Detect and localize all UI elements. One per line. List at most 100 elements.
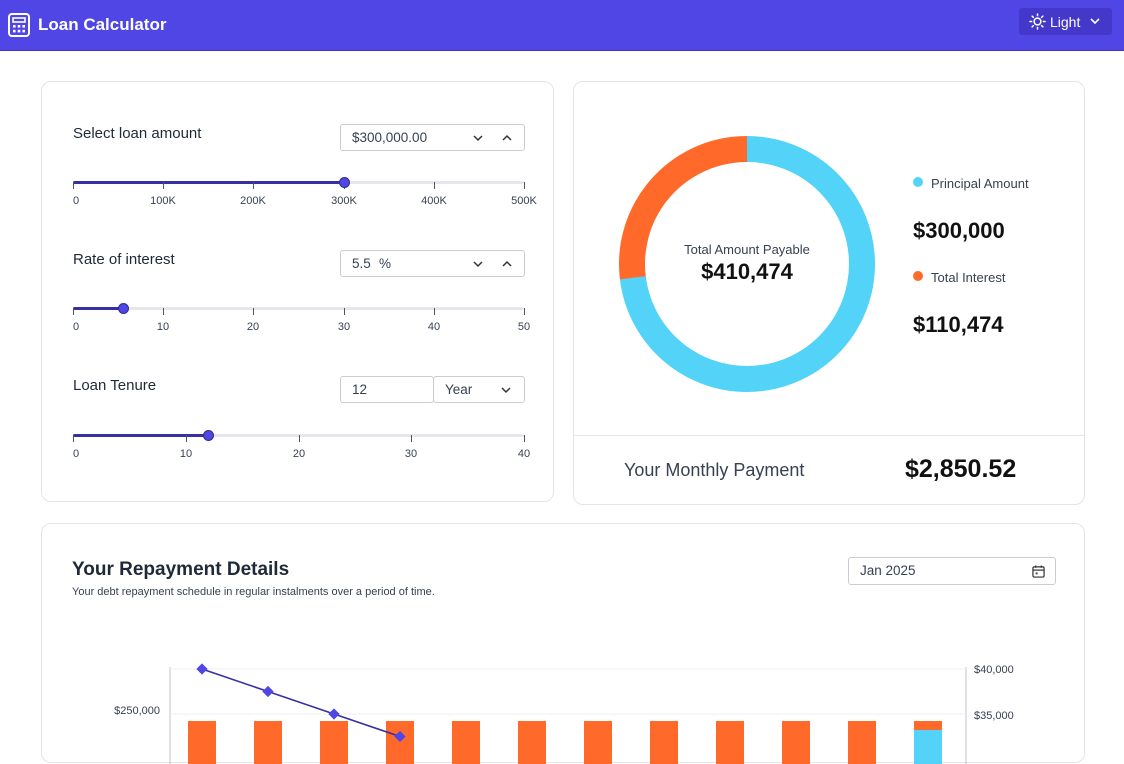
repayment-chart: $250,000 $40,000 $35,000 bbox=[114, 663, 1014, 764]
slider-track[interactable] bbox=[73, 434, 524, 437]
slider-tick bbox=[253, 308, 254, 315]
slider-tick bbox=[299, 435, 300, 442]
tenure-unit-select[interactable]: Year bbox=[433, 376, 525, 403]
bar-interest bbox=[848, 721, 876, 764]
interest-rate-slider[interactable]: 0 10 20 30 40 50 bbox=[72, 303, 530, 339]
interest-legend-dot bbox=[913, 271, 923, 281]
slider-thumb[interactable] bbox=[118, 303, 129, 314]
slider-tick-label: 20 bbox=[246, 321, 260, 333]
repayment-title: Your Repayment Details bbox=[72, 559, 290, 580]
slider-fill bbox=[73, 434, 208, 437]
slider-tick bbox=[524, 182, 525, 189]
slider-tick bbox=[434, 308, 435, 315]
slider-fill bbox=[73, 181, 344, 184]
start-date-value: Jan 2025 bbox=[860, 563, 916, 578]
chevron-down-icon[interactable] bbox=[472, 132, 484, 144]
slider-tick-label: 400K bbox=[421, 195, 447, 207]
slider-fill bbox=[73, 307, 123, 310]
slider-tick-label: 500K bbox=[511, 195, 537, 207]
start-date-input[interactable]: Jan 2025 bbox=[848, 557, 1056, 585]
slider-tick-label: 0 bbox=[72, 448, 80, 460]
left-axis-label: $250,000 bbox=[114, 705, 160, 717]
bar-interest bbox=[782, 721, 810, 764]
app-title: Loan Calculator bbox=[38, 15, 167, 34]
tenure-unit-value: Year bbox=[445, 382, 473, 397]
slider-tick-label: 200K bbox=[240, 195, 266, 207]
line-point bbox=[328, 708, 340, 720]
slider-tick bbox=[253, 182, 254, 189]
bar-interest bbox=[584, 721, 612, 764]
interest-legend-label: Total Interest bbox=[931, 270, 1006, 285]
interest-unit: % bbox=[379, 256, 392, 271]
slider-tick bbox=[524, 308, 525, 315]
chevron-down-icon bbox=[501, 387, 511, 394]
chevron-up-icon[interactable] bbox=[501, 258, 513, 270]
sun-icon bbox=[1029, 13, 1046, 30]
slider-tick bbox=[163, 308, 164, 315]
loan-amount-value: $300,000.00 bbox=[352, 130, 428, 145]
slider-tick-label: 300K bbox=[331, 195, 357, 207]
theme-toggle-button[interactable]: Light bbox=[1019, 8, 1112, 35]
theme-label: Light bbox=[1050, 14, 1081, 30]
bar-interest bbox=[716, 721, 744, 764]
slider-tick-label: 40 bbox=[517, 448, 531, 460]
monthly-payment-label: Your Monthly Payment bbox=[624, 460, 805, 480]
line-point bbox=[196, 663, 208, 675]
divider bbox=[574, 435, 1084, 436]
bar-interest bbox=[452, 721, 480, 764]
principal-legend-label: Principal Amount bbox=[931, 176, 1029, 191]
repayment-subtitle: Your debt repayment schedule in regular … bbox=[72, 586, 435, 598]
bar-interest bbox=[914, 721, 942, 730]
bar-interest bbox=[320, 721, 348, 764]
interest-rate-value: 5.5 bbox=[352, 256, 371, 271]
app-header: Loan Calculator Light bbox=[0, 0, 1124, 51]
loan-tenure-value: 12 bbox=[352, 382, 368, 397]
chevron-down-icon bbox=[1090, 18, 1100, 25]
right-axis-label: $40,000 bbox=[974, 664, 1014, 676]
calendar-icon[interactable] bbox=[1032, 565, 1045, 578]
slider-tick-label: 0 bbox=[72, 321, 80, 333]
repayment-card: Your Repayment Details Your debt repayme… bbox=[41, 523, 1085, 764]
slider-tick bbox=[524, 435, 525, 442]
slider-tick-label: 50 bbox=[517, 321, 531, 333]
slider-tick-label: 0 bbox=[72, 195, 80, 207]
slider-tick-label: 40 bbox=[427, 321, 441, 333]
line-point bbox=[394, 730, 406, 743]
slider-tick-label: 30 bbox=[337, 321, 351, 333]
slider-track[interactable] bbox=[73, 307, 524, 310]
slider-tick bbox=[186, 435, 187, 442]
loan-inputs-card: Select loan amount $300,000.00 0 100K 200K… bbox=[41, 81, 554, 502]
line-point bbox=[262, 685, 274, 698]
bar-principal bbox=[914, 730, 942, 764]
slider-tick bbox=[344, 308, 345, 315]
slider-tick bbox=[73, 435, 74, 442]
calculator-icon bbox=[8, 13, 30, 37]
slider-tick-label: 10 bbox=[156, 321, 170, 333]
loan-tenure-input[interactable]: 12 bbox=[340, 376, 434, 403]
loan-amount-label: Select loan amount bbox=[73, 125, 202, 142]
loan-amount-slider[interactable]: 0 100K 200K 300K 400K 500K bbox=[72, 177, 537, 213]
interest-slice bbox=[619, 136, 875, 392]
bar-interest bbox=[518, 721, 546, 764]
bar-interest bbox=[254, 721, 282, 764]
interest-amount: $110,474 bbox=[913, 312, 1004, 337]
slider-tick-label: 30 bbox=[404, 448, 418, 460]
slider-thumb[interactable] bbox=[339, 177, 350, 188]
bar-interest bbox=[386, 721, 414, 764]
interest-rate-label: Rate of interest bbox=[73, 251, 175, 268]
interest-rate-input[interactable]: 5.5 % bbox=[340, 250, 525, 277]
slider-thumb[interactable] bbox=[203, 430, 214, 441]
loan-tenure-slider[interactable]: 0 10 20 30 40 bbox=[72, 430, 530, 466]
slider-tick bbox=[73, 182, 74, 189]
bar-interest bbox=[188, 721, 216, 764]
chevron-up-icon[interactable] bbox=[501, 132, 513, 144]
payment-donut-chart bbox=[619, 136, 875, 392]
slider-tick-label: 10 bbox=[179, 448, 193, 460]
slider-tick bbox=[163, 182, 164, 189]
slider-tick-label: 100K bbox=[150, 195, 176, 207]
monthly-payment-value: $2,850.52 bbox=[905, 455, 1017, 483]
loan-amount-input[interactable]: $300,000.00 bbox=[340, 124, 525, 151]
chevron-down-icon[interactable] bbox=[472, 258, 484, 270]
principal-legend-dot bbox=[913, 177, 923, 187]
slider-tick bbox=[411, 435, 412, 442]
